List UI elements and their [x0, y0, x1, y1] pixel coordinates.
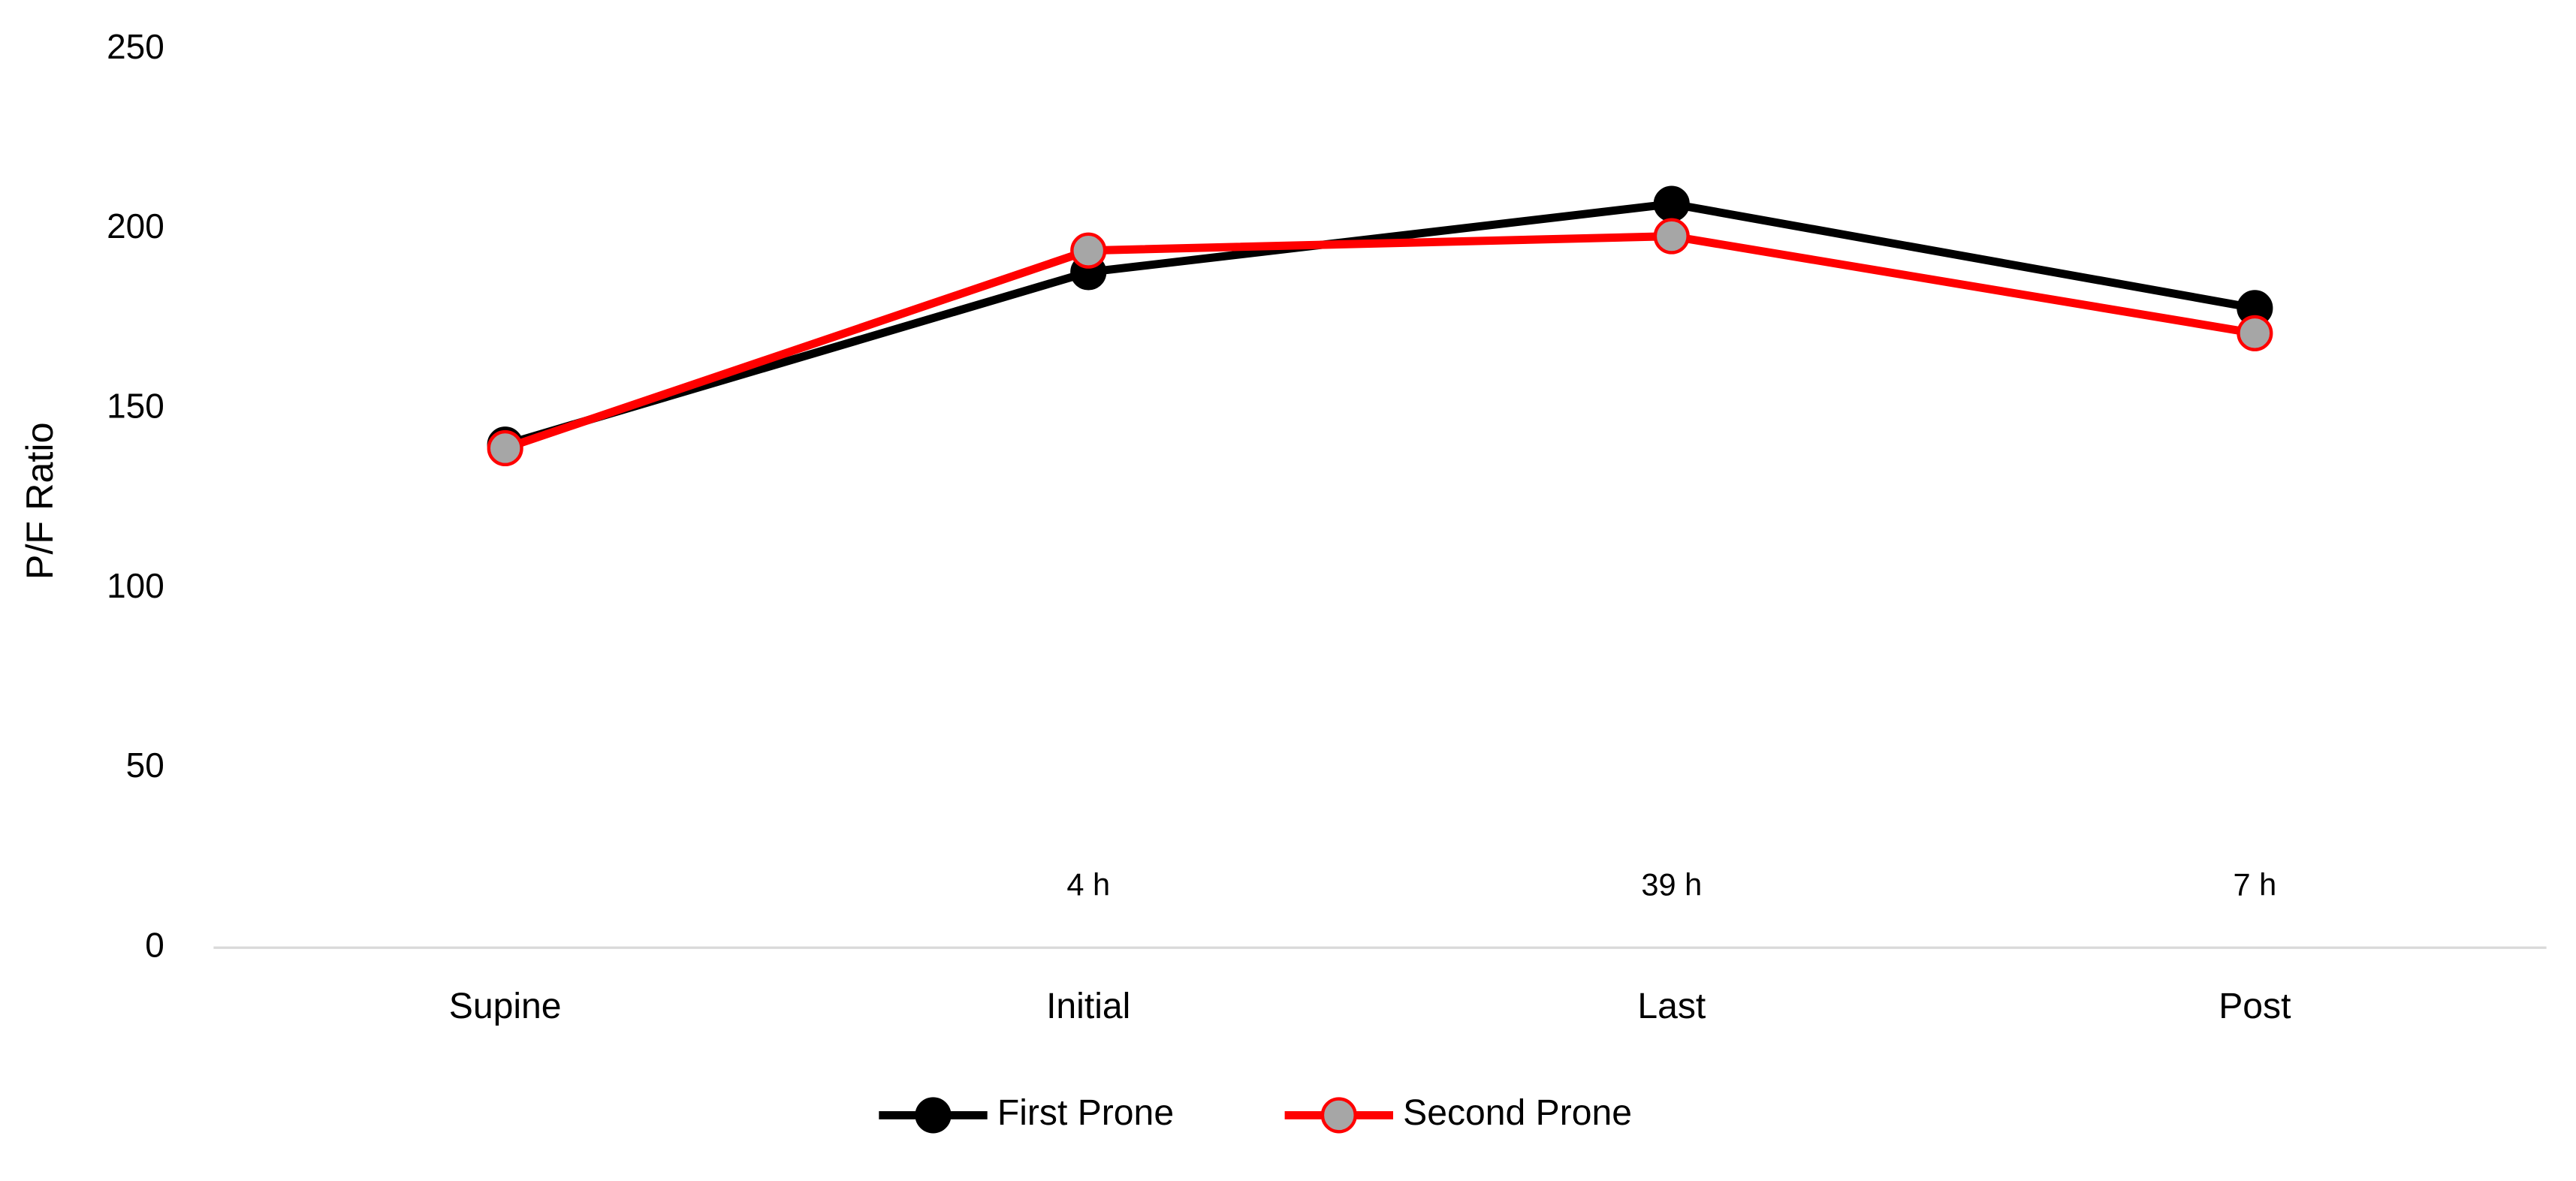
y-tick-label: 150: [107, 386, 164, 425]
legend-label: First Prone: [997, 1092, 1174, 1133]
data-point: [487, 429, 523, 467]
x-tick-label: Supine: [449, 986, 562, 1026]
y-tick-label: 200: [107, 206, 164, 246]
x-tick-label: Post: [2219, 986, 2291, 1026]
y-tick-label: 0: [145, 925, 164, 964]
y-tick-label: 250: [107, 27, 164, 66]
annotation: 7 h: [2233, 866, 2276, 902]
data-point: [1653, 218, 1690, 255]
y-axis-label: P/F Ratio: [18, 422, 61, 580]
y-tick-label: 100: [107, 566, 164, 605]
data-point: [2237, 315, 2273, 351]
x-tick-label: Initial: [1046, 986, 1130, 1026]
x-tick-label: Last: [1637, 986, 1706, 1026]
y-tick-label: 50: [126, 746, 164, 785]
series-line: [504, 200, 2256, 449]
legend-label: Second Prone: [1403, 1092, 1632, 1133]
annotation: 39 h: [1641, 866, 1702, 902]
series-line: [503, 232, 2256, 453]
legend-marker: [1320, 1097, 1357, 1134]
data-point: [1653, 185, 1690, 222]
data-point: [1070, 232, 1107, 269]
legend-marker: [915, 1097, 952, 1134]
annotation: 4 h: [1066, 866, 1110, 902]
